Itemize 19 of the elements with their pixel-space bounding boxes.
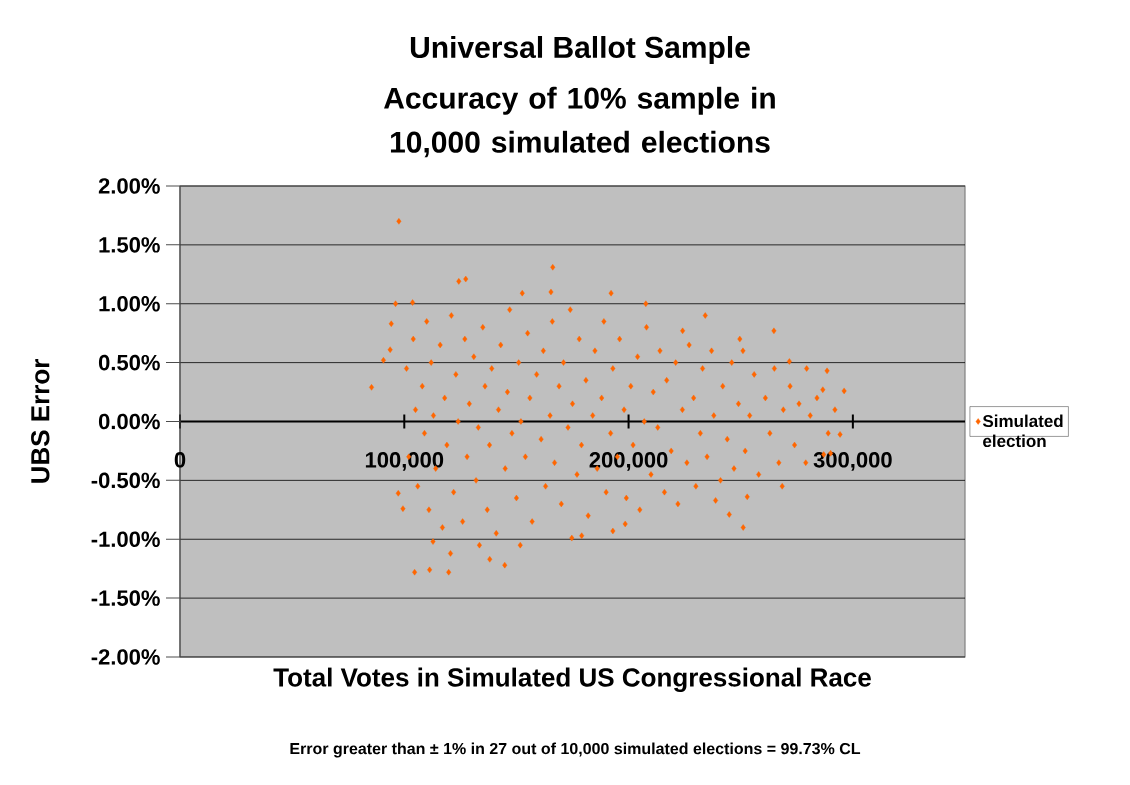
x-tick-label: 0 xyxy=(174,452,186,468)
y-axis-title: UBS Error xyxy=(31,359,50,483)
x-tick-label: 100,000 xyxy=(365,452,444,471)
y-tick-label: -2.00% xyxy=(91,649,160,665)
y-tick-label: 0.00% xyxy=(98,413,160,430)
y-tick-label: 0.50% xyxy=(98,354,160,371)
text: Error greater than ± 1% in 27 out of 10,000 simulated elections = 99.73% CL xyxy=(290,742,861,758)
y-tick-label: -1.50% xyxy=(91,590,160,606)
legend-label: Simulated election xyxy=(982,414,1063,448)
x-axis-title: Total Votes in Simulated US Congressional Race xyxy=(273,667,871,692)
x-tick-label: 300,000 xyxy=(813,452,892,471)
y-tick-label: -1.00% xyxy=(91,531,160,548)
x-tick-label: 200,000 xyxy=(589,452,668,471)
y-tick-label: 1.50% xyxy=(99,237,160,253)
y-tick-label: 2.00% xyxy=(98,178,160,194)
chart-title: Universal Ballot Sample xyxy=(410,36,750,64)
chart-subtitle: Accuracy of 10% sample in 10,000 simulated elections xyxy=(384,86,775,158)
y-tick-label: -0.50% xyxy=(91,472,160,489)
y-tick-label: 1.00% xyxy=(99,295,160,312)
